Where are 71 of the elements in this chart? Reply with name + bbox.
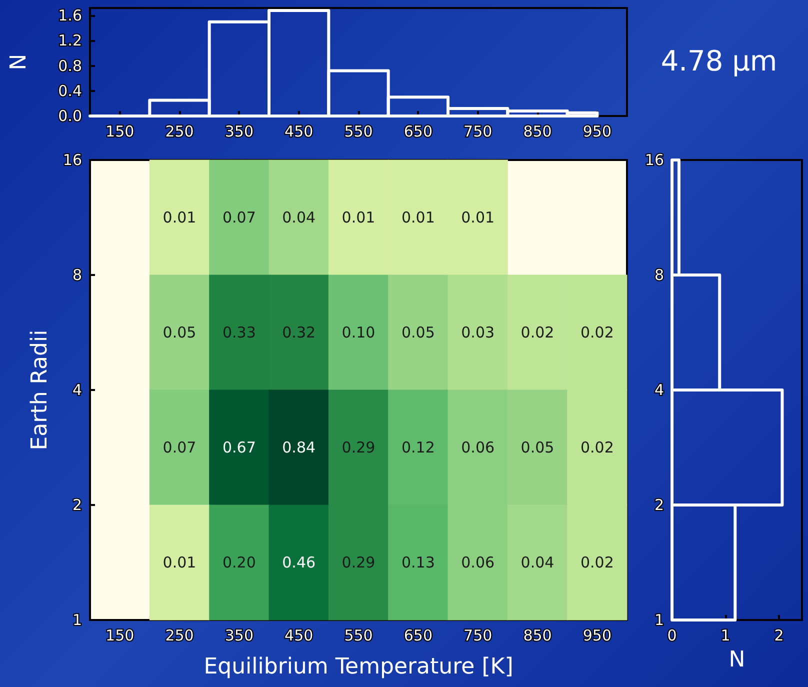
data-label: 0.02	[580, 438, 614, 456]
y-tick-label: 2	[654, 496, 664, 514]
data-label: 0.10	[342, 324, 376, 342]
x-tick-label: 350	[224, 122, 254, 140]
y-axis-title: Earth Radii	[28, 330, 53, 450]
y-tick-label: 8	[654, 266, 664, 284]
y-tick-label: 1.6	[58, 6, 82, 25]
data-label: 0.29	[342, 438, 376, 456]
x-tick-label: 1	[720, 626, 730, 644]
x-tick-label: 250	[165, 122, 194, 140]
data-label: 0.33	[222, 324, 256, 342]
data-label: 0.01	[461, 208, 495, 226]
data-label: 0.46	[282, 554, 316, 572]
y-tick-label: 4	[72, 381, 82, 399]
data-label: 0.05	[520, 438, 554, 456]
y-tick-label: 16	[644, 151, 664, 169]
x-tick-label: 350	[224, 626, 254, 644]
x-tick-label: 150	[106, 626, 134, 644]
data-label: 0.12	[401, 438, 435, 456]
data-label: 0.29	[342, 554, 376, 572]
x-axis-title: N	[728, 647, 746, 672]
data-label: 0.67	[222, 438, 256, 456]
y-axis-title: N	[6, 54, 32, 70]
x-tick-label: 550	[344, 122, 373, 140]
data-label: 0.04	[282, 208, 316, 226]
x-tick-label: 950	[582, 626, 612, 644]
x-tick-label: 750	[464, 626, 492, 644]
y-tick-label: 0.0	[58, 107, 82, 125]
y-tick-label: 16	[62, 151, 82, 169]
data-label: 0.04	[520, 554, 554, 572]
data-label: 0.07	[162, 438, 196, 456]
x-tick-label: 250	[165, 626, 194, 644]
data-label: 0.01	[342, 208, 376, 226]
data-label: 0.05	[401, 324, 435, 342]
data-label: 0.01	[162, 554, 196, 572]
x-axis-title: Equilibrium Temperature [K]	[204, 654, 514, 680]
x-tick-label: 150	[106, 122, 134, 140]
data-label: 0.05	[162, 324, 196, 342]
data-label: 0.32	[282, 324, 316, 342]
y-tick-label: 0.4	[58, 82, 82, 100]
data-label: 0.20	[222, 554, 256, 572]
data-label: 0.13	[401, 554, 435, 572]
y-tick-label: 1.2	[58, 32, 82, 50]
x-tick-label: 850	[523, 122, 552, 140]
x-tick-label: 850	[523, 626, 552, 644]
y-tick-label: 2	[72, 496, 82, 514]
y-tick-label: 4	[654, 381, 664, 399]
data-label: 0.01	[401, 208, 435, 226]
y-tick-label: 1	[654, 611, 664, 629]
data-label: 0.06	[461, 438, 495, 456]
data-label: 0.07	[222, 208, 256, 226]
x-tick-label: 450	[284, 626, 314, 644]
data-label: 0.02	[580, 324, 614, 342]
x-tick-label: 0	[667, 626, 677, 644]
x-tick-label: 750	[464, 122, 492, 140]
data-label: 0.02	[580, 554, 614, 572]
x-tick-label: 2	[774, 626, 784, 644]
x-tick-label: 650	[404, 122, 432, 140]
data-label: 0.06	[461, 554, 495, 572]
y-tick-label: 8	[72, 266, 82, 284]
data-label: 0.84	[282, 438, 316, 456]
x-tick-label: 950	[582, 122, 612, 140]
data-label: 0.03	[461, 324, 495, 342]
data-label: 0.02	[520, 324, 554, 342]
chart-title: 4.78 μm	[660, 44, 778, 78]
y-tick-label: 1	[72, 611, 82, 629]
x-tick-label: 550	[344, 626, 373, 644]
data-label: 0.01	[162, 208, 196, 226]
y-tick-label: 0.8	[58, 56, 82, 75]
x-tick-label: 650	[404, 626, 432, 644]
x-tick-label: 450	[284, 122, 314, 140]
